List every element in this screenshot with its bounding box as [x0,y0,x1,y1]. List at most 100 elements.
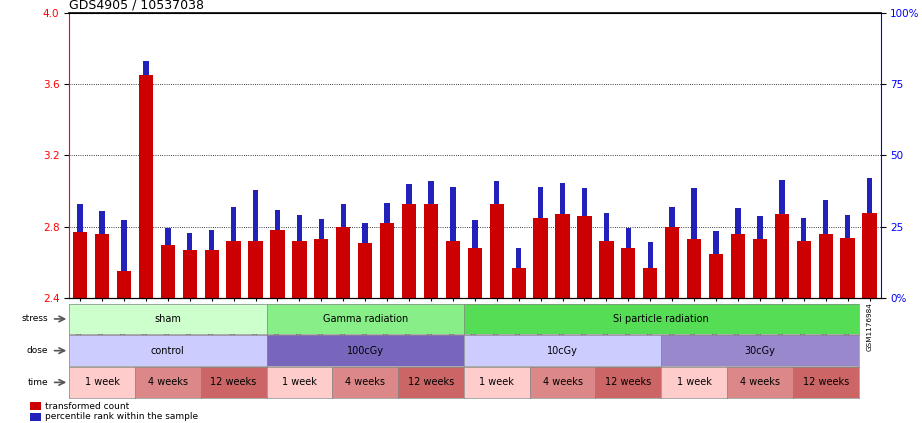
Bar [516,248,522,268]
Bar [692,188,697,239]
Bar [380,223,395,298]
Text: time: time [28,378,48,387]
Bar [819,234,833,298]
Bar [709,254,723,298]
Bar [292,241,306,298]
Bar [30,412,41,420]
Bar [297,215,302,241]
Bar [512,268,526,298]
Text: control: control [151,346,184,356]
Bar [494,181,500,203]
Bar [358,243,372,298]
Bar [340,204,346,227]
Bar [165,228,171,244]
Bar [209,230,215,250]
Bar [534,218,548,298]
Bar [845,215,850,238]
Bar [95,234,109,298]
Bar [626,228,631,248]
Bar [450,187,455,241]
Bar [669,207,675,227]
Bar [555,214,570,298]
Bar [117,272,131,298]
Bar [227,241,241,298]
Bar [577,216,592,298]
Bar [73,232,88,298]
Text: sham: sham [154,314,182,324]
Text: 30cGy: 30cGy [744,346,775,356]
Bar [100,211,105,234]
Bar [319,220,324,239]
Bar [275,210,280,231]
Bar [30,402,41,410]
Bar [687,239,702,298]
Bar [774,214,789,298]
Text: 10cGy: 10cGy [547,346,578,356]
Bar [647,242,653,268]
Text: percentile rank within the sample: percentile rank within the sample [45,412,198,421]
Bar [644,268,657,298]
Text: 1 week: 1 week [479,377,514,387]
Bar [735,208,740,234]
Text: 12 weeks: 12 weeks [605,377,652,387]
Text: transformed count: transformed count [45,402,129,411]
Bar [714,231,719,254]
Bar [407,184,412,203]
Text: 4 weeks: 4 weeks [739,377,780,387]
Bar [205,250,219,298]
Text: GDS4905 / 10537038: GDS4905 / 10537038 [69,0,204,11]
Text: Si particle radiation: Si particle radiation [613,314,709,324]
Bar [841,238,855,298]
Bar [337,227,350,298]
Bar [253,190,258,241]
Text: 12 weeks: 12 weeks [210,377,256,387]
Bar [779,180,785,214]
Bar [362,223,368,243]
Bar [604,212,609,241]
Bar [665,227,680,298]
Bar [560,183,565,214]
Bar [445,241,460,298]
Text: 4 weeks: 4 weeks [542,377,583,387]
Bar [752,239,767,298]
Text: 12 weeks: 12 weeks [802,377,849,387]
Bar [160,244,175,298]
Bar [621,248,635,298]
Text: 1 week: 1 week [85,377,120,387]
Bar [139,75,153,298]
Bar [428,181,433,203]
Bar [230,207,236,241]
Text: stress: stress [21,314,48,324]
Bar [143,61,148,75]
Bar [77,203,83,232]
Text: Gamma radiation: Gamma radiation [323,314,408,324]
Bar [823,200,828,234]
Text: 1 week: 1 week [677,377,712,387]
Bar [862,212,877,298]
Bar [757,217,762,239]
Text: 12 weeks: 12 weeks [408,377,455,387]
Text: 1 week: 1 week [282,377,317,387]
Text: 100cGy: 100cGy [347,346,384,356]
Bar [801,218,807,241]
Bar [384,203,390,223]
Bar [582,187,587,216]
Bar [314,239,328,298]
Bar [731,234,745,298]
Bar [270,231,285,298]
Bar [183,250,197,298]
Text: 4 weeks: 4 weeks [148,377,188,387]
Bar [538,187,543,218]
Bar [402,203,416,298]
Bar [187,233,193,250]
Text: dose: dose [27,346,48,355]
Bar [467,248,482,298]
Bar [248,241,263,298]
Bar [797,241,810,298]
Bar [122,220,126,272]
Text: 4 weeks: 4 weeks [345,377,385,387]
Bar [490,203,504,298]
Bar [599,241,613,298]
Bar [867,178,872,212]
Bar [472,220,478,248]
